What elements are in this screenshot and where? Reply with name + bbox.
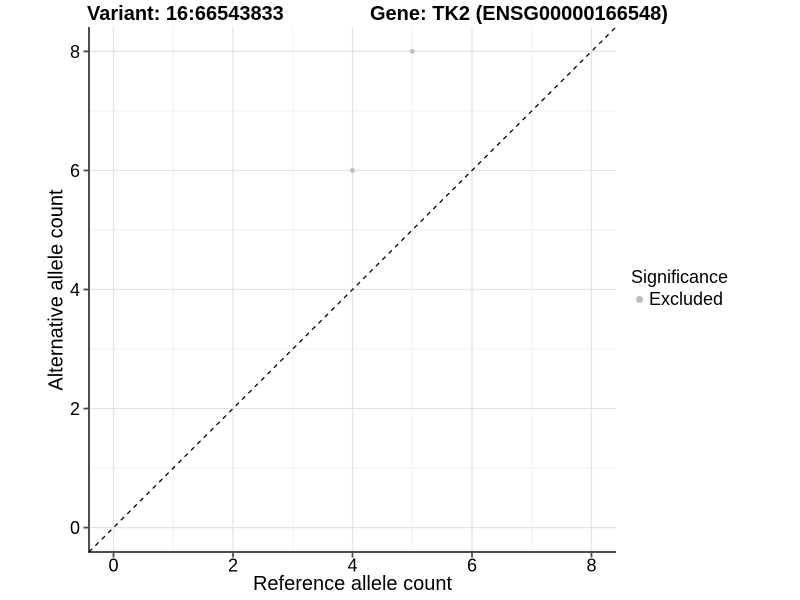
gene-title: Gene: TK2 (ENSG00000166548) — [370, 3, 668, 25]
variant-title: Variant: 16:66543833 — [87, 3, 284, 25]
y-tick-label: 0 — [70, 518, 80, 538]
x-tick-label: 4 — [347, 556, 357, 576]
legend-entry-excluded: Excluded — [626, 288, 728, 310]
x-tick-label: 0 — [108, 556, 118, 576]
x-tick-label: 2 — [228, 556, 238, 576]
data-point — [409, 49, 415, 54]
legend: Significance Excluded — [626, 267, 728, 310]
y-tick-label: 2 — [70, 399, 80, 419]
legend-entry-label: Excluded — [649, 288, 724, 309]
y-tick-label: 8 — [70, 42, 80, 62]
x-tick-label: 8 — [586, 556, 596, 576]
identity-line — [88, 26, 617, 553]
y-axis-title: Alternative allele count — [45, 189, 68, 391]
x-tick-label: 6 — [467, 556, 477, 576]
y-tick-label: 4 — [70, 280, 80, 300]
legend-title: Significance — [631, 267, 729, 287]
legend-point-icon — [636, 295, 643, 303]
x-axis-title: Reference allele count — [252, 573, 452, 595]
data-point — [350, 168, 355, 173]
y-tick-label: 6 — [70, 161, 80, 181]
